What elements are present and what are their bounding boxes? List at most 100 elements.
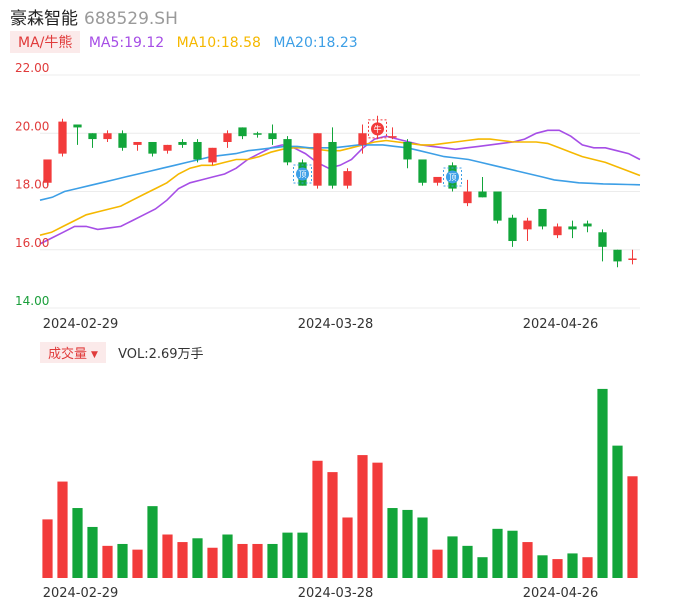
price-grid (40, 74, 640, 309)
volume-bar (342, 517, 353, 578)
stock-code: 688529.SH (84, 9, 178, 29)
date-x-axis: 2024-02-29 2024-02-29 2024-03-28 2024-03-28… (43, 317, 599, 601)
volume-bar (507, 530, 518, 578)
candle-body (73, 124, 82, 128)
caret-down-icon: ▼ (91, 349, 98, 360)
candle-body (178, 141, 187, 145)
ma10-line (39, 138, 641, 236)
y-tick-label: 16.00 (15, 236, 49, 250)
volume-bar (522, 542, 533, 578)
signal-marker-label: 顶 (299, 170, 307, 179)
volume-bar (42, 519, 53, 578)
candle-body (628, 258, 637, 260)
volume-value-label: VOL:2.69万手 (118, 347, 204, 362)
candle-body (553, 226, 562, 236)
volume-legend: 成交量 ▼ VOL:2.69万手 (40, 342, 204, 363)
volume-bar (447, 536, 458, 578)
volume-bar (417, 517, 428, 578)
candle-body (613, 249, 622, 262)
candle-body (208, 147, 217, 163)
volume-bar (627, 476, 638, 578)
volume-bar (552, 559, 563, 578)
volume-bar (72, 508, 83, 578)
volume-bar (102, 545, 113, 578)
candle-body (283, 139, 292, 163)
stock-name: 豪森智能 (10, 9, 78, 29)
x-tick-label: 2024-04-26 (523, 586, 599, 601)
volume-bar (462, 545, 473, 578)
signal-marker-label: 顶 (449, 173, 457, 182)
candle-body (193, 141, 202, 160)
candle-body (223, 133, 232, 142)
x-tick-label: 2024-03-28 (298, 586, 374, 601)
volume-bar (402, 509, 413, 578)
candle-body (238, 127, 247, 137)
signal-marker-frame (293, 164, 312, 184)
candle-body (478, 191, 487, 198)
candle-body (358, 133, 367, 145)
x-tick-label: 2024-03-28 (298, 317, 374, 332)
candle-body (598, 232, 607, 247)
candle-body (403, 141, 412, 160)
x-tick-label: 2024-02-29 (43, 586, 119, 601)
y-tick-label: 22.00 (15, 61, 49, 75)
candle-body (43, 159, 52, 183)
candle-body (418, 159, 427, 183)
volume-bar (582, 557, 593, 578)
y-tick-label: 20.00 (15, 119, 49, 133)
ma20-legend-label: MA20:18.23 (273, 35, 358, 51)
signal-markers: 顶 牛顶 (293, 119, 462, 187)
candle-body (523, 220, 532, 230)
signal-marker-dot (371, 122, 384, 136)
candle-body (463, 191, 472, 204)
candle-body (508, 217, 517, 242)
volume-bar (162, 534, 173, 578)
candle-body (313, 133, 322, 186)
ma10-legend-label: MA10:18.58 (176, 35, 261, 51)
volume-bar (492, 528, 503, 578)
volume-bar (57, 481, 68, 578)
candle-body (343, 171, 352, 186)
stock-header: 豪森智能 688529.SH (10, 4, 178, 29)
ma-legend: MA/牛熊 MA5:19.12 MA10:18.58 MA20:18.23 (10, 31, 366, 53)
volume-bar (177, 542, 188, 578)
candle-body (118, 133, 127, 148)
signal-marker-dot (446, 170, 459, 184)
candle-body (88, 133, 97, 140)
candle-body (568, 226, 577, 230)
volume-bar (267, 543, 278, 578)
ma5-legend-label: MA5:19.12 (88, 35, 165, 51)
volume-bar (192, 538, 203, 578)
y-tick-label: 14.00 (15, 294, 49, 308)
ma5-line (39, 129, 641, 245)
signal-marker-label: 牛 (374, 124, 382, 134)
ma20-line (39, 144, 641, 201)
signal-marker-frame (368, 119, 387, 139)
candle-body (493, 191, 502, 221)
y-tick-label: 18.00 (15, 178, 49, 192)
volume-bar (387, 508, 398, 578)
candle-body (583, 223, 592, 227)
candle-body (148, 141, 157, 154)
signal-marker-frame (443, 167, 462, 187)
volume-bar (567, 553, 578, 578)
volume-bar (312, 460, 323, 578)
candle-body (58, 121, 67, 154)
candle-body (328, 141, 337, 186)
candle-body (253, 133, 262, 135)
ma-indicator-button[interactable]: MA/牛熊 (10, 31, 81, 53)
volume-bar (372, 462, 383, 578)
volume-bar (237, 543, 248, 578)
volume-indicator-button[interactable]: 成交量 ▼ (40, 342, 106, 363)
volume-bar (612, 445, 623, 578)
volume-indicator-label: 成交量 (48, 347, 88, 362)
volume-bar (222, 534, 233, 578)
volume-bar (147, 506, 158, 578)
volume-bar (432, 549, 443, 578)
volume-bar (327, 472, 338, 578)
volume-bars (42, 388, 638, 578)
moving-average-lines (39, 129, 641, 245)
volume-bar (207, 547, 218, 578)
candle-body (388, 136, 397, 138)
